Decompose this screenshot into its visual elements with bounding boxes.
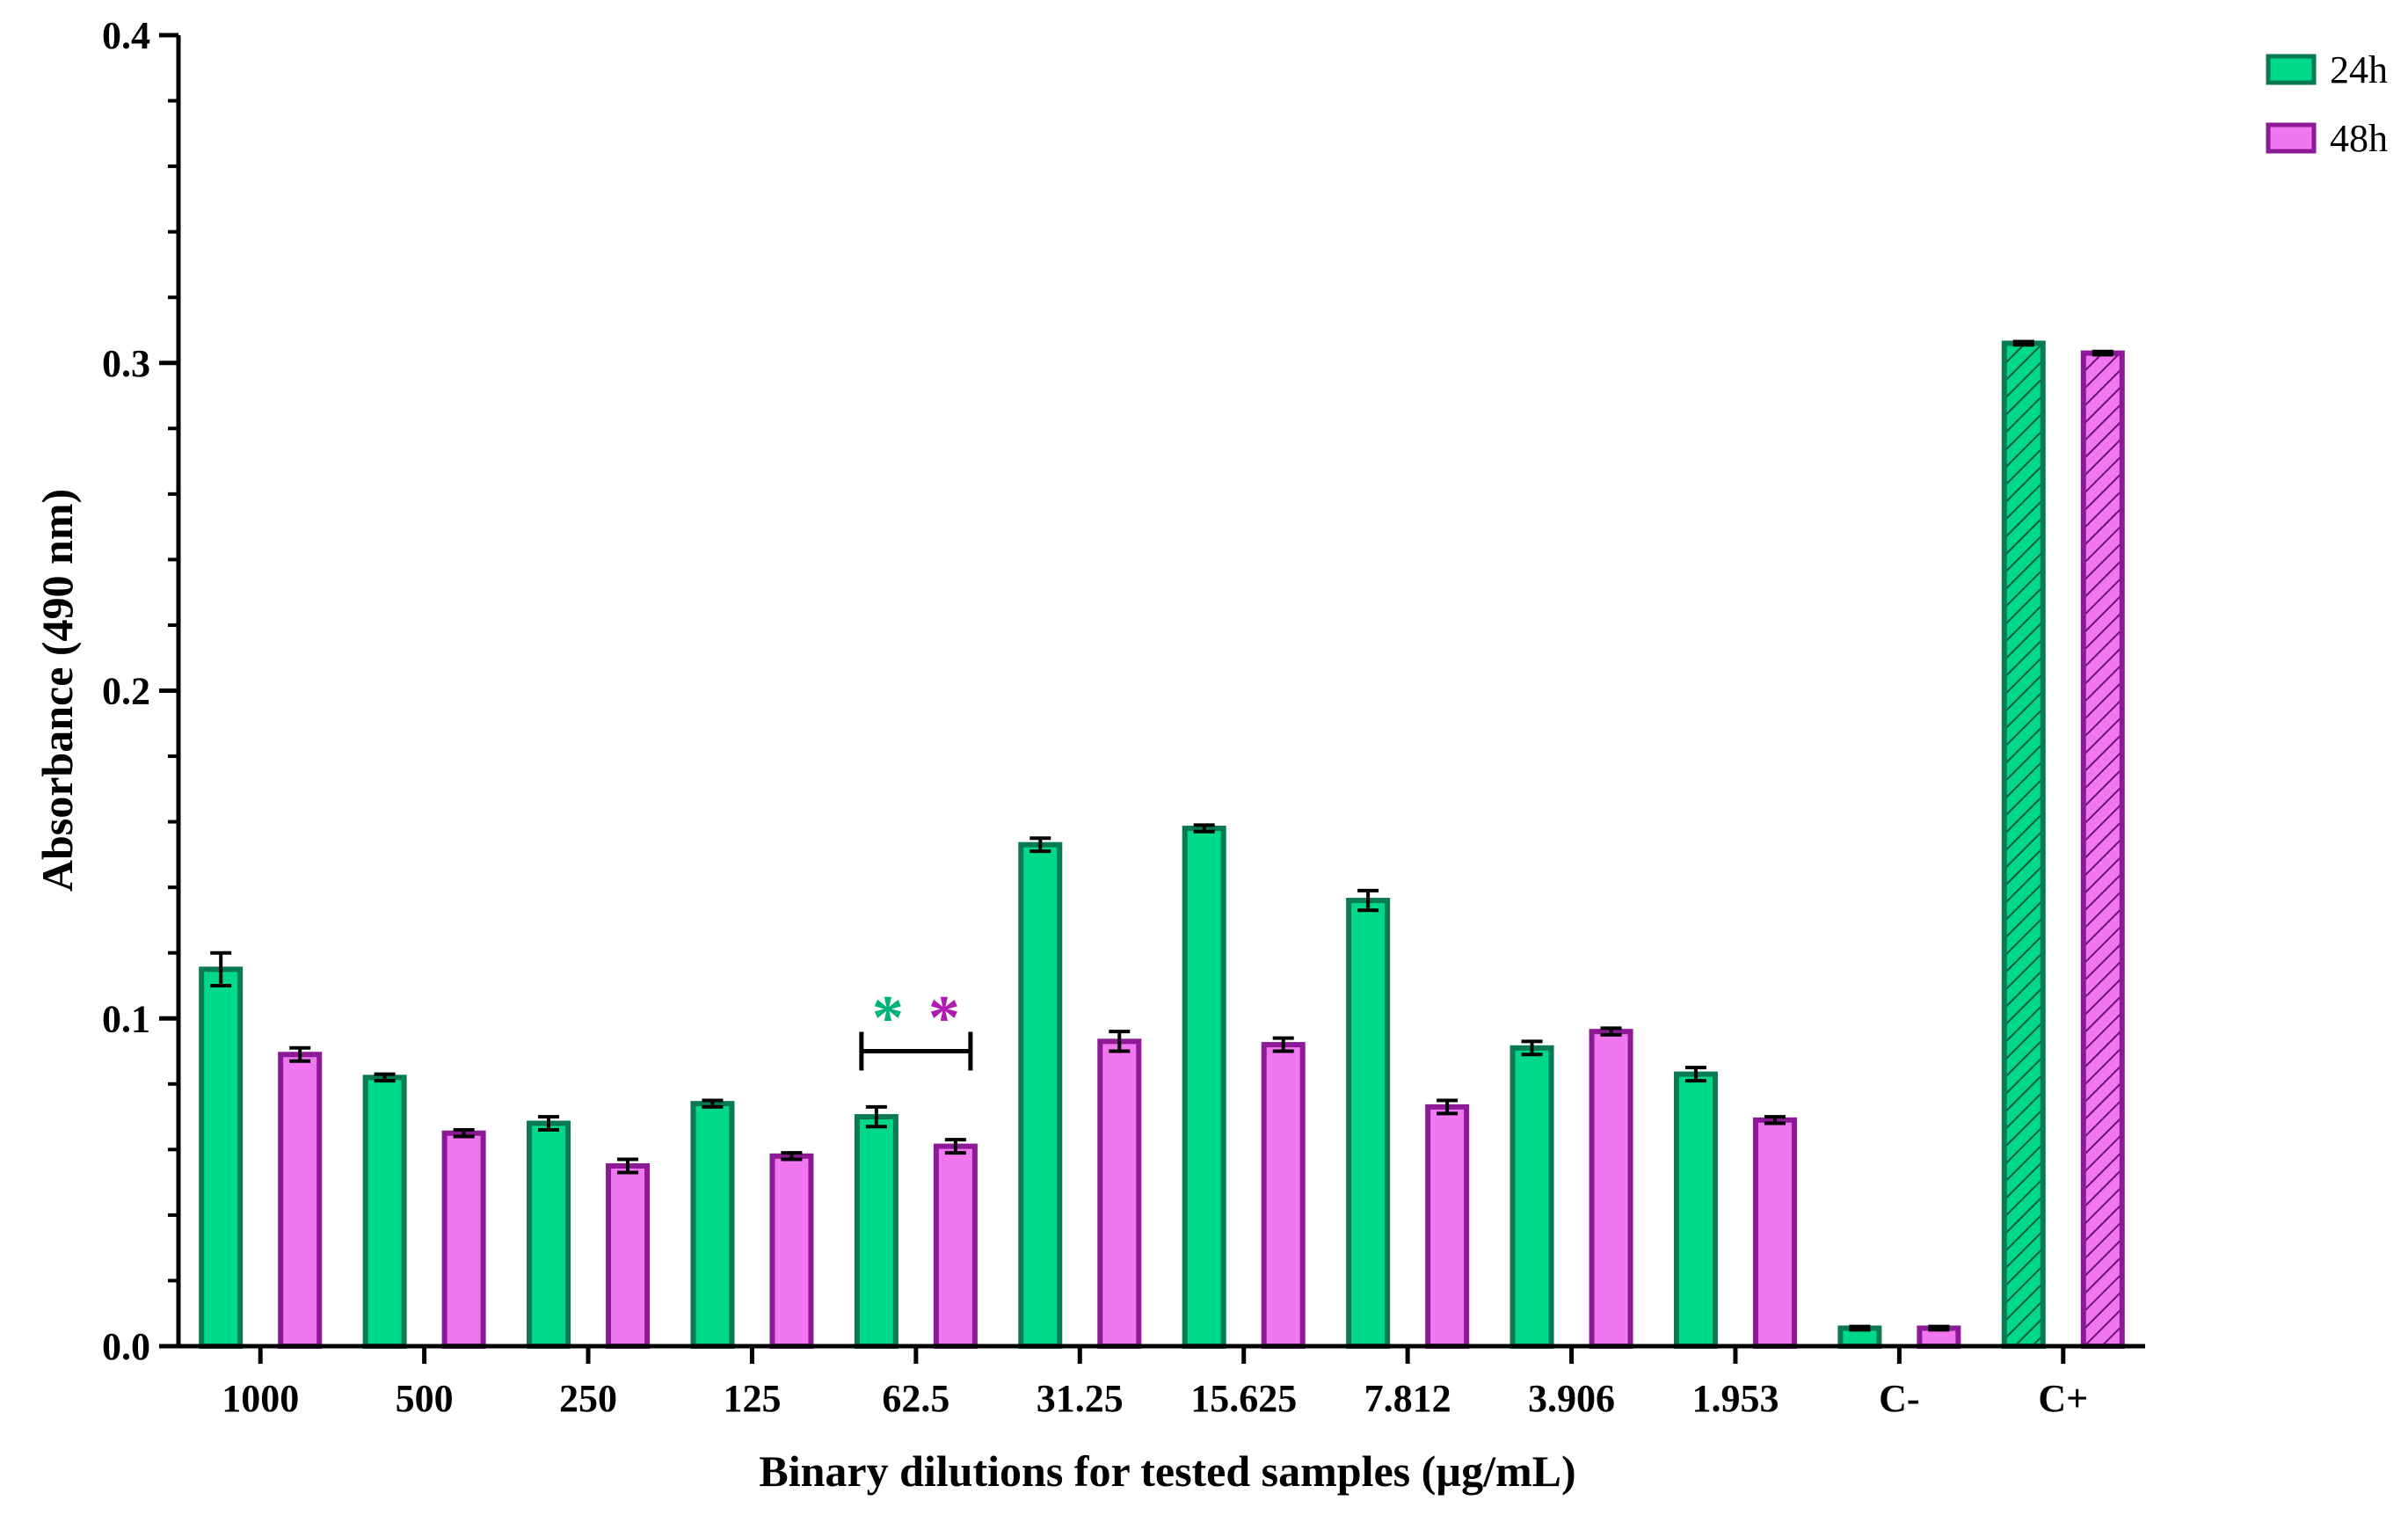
x-tick-label: 1000 — [222, 1377, 299, 1420]
y-tick-label: 0.3 — [102, 342, 150, 385]
x-tick-label: C+ — [2038, 1377, 2088, 1420]
bar-48h-1000 — [278, 1052, 323, 1349]
x-tick-label: 31.25 — [1037, 1377, 1124, 1420]
bar-24h-250 — [527, 1120, 571, 1350]
x-tick-label: 15.625 — [1190, 1377, 1297, 1420]
bar-24h-15.625 — [1182, 826, 1226, 1349]
significance-star: * — [872, 983, 904, 1053]
x-tick-label: 500 — [396, 1377, 454, 1420]
bar-24h-7.812 — [1346, 898, 1391, 1350]
x-tick-label: 125 — [723, 1377, 781, 1420]
bar-48h-31.25 — [1097, 1038, 1142, 1350]
x-ticks-group: 1000 500 250 125 62.5 31.25 15.625 7.812 3.906 1.… — [222, 1346, 2088, 1420]
x-tick-label: 7.812 — [1364, 1377, 1451, 1420]
bar-48h-250 — [606, 1162, 651, 1350]
x-tick-label: C- — [1879, 1377, 1919, 1420]
y-tick-label: 0.1 — [102, 997, 150, 1040]
x-axis-title: Binary dilutions for tested samples (µg/… — [759, 1446, 1575, 1496]
bar-48h-1.953 — [1752, 1117, 1797, 1349]
bar-48h-C+ — [2080, 350, 2125, 1349]
y-axis-title: Absorbance (490 nm) — [33, 489, 82, 892]
bars-group — [199, 340, 2125, 1350]
bar-48h-7.812 — [1425, 1103, 1470, 1349]
legend-swatch-48h — [2266, 122, 2317, 154]
y-tick-label: 0.2 — [102, 670, 150, 713]
bar-48h-3.906 — [1589, 1029, 1633, 1350]
x-tick-label: 1.953 — [1691, 1377, 1779, 1420]
legend-label: 48h — [2330, 117, 2388, 160]
bar-48h-125 — [769, 1153, 814, 1350]
bar-24h-1000 — [199, 966, 244, 1350]
x-tick-label: 3.906 — [1528, 1377, 1615, 1420]
annotations-group: * * — [859, 983, 973, 1071]
bar-48h-62.5 — [933, 1143, 978, 1350]
y-ticks-group: 0.0 0.1 0.2 0.3 0.4 — [102, 14, 178, 1368]
bar-48h-500 — [441, 1130, 486, 1350]
error-bars-group — [210, 339, 2113, 1332]
bar-24h-31.25 — [1018, 841, 1063, 1349]
bar-24h-C+ — [2001, 340, 2046, 1349]
bar-24h-62.5 — [854, 1114, 898, 1349]
legend: 24h 48h — [2266, 48, 2388, 160]
legend-swatch-24h — [2266, 54, 2317, 85]
bar-48h-15.625 — [1261, 1042, 1306, 1349]
significance-star: * — [928, 983, 960, 1053]
bar-24h-3.906 — [1510, 1045, 1554, 1349]
x-tick-label: 62.5 — [882, 1377, 949, 1420]
bar-24h-1.953 — [1673, 1071, 1718, 1350]
bar-24h-125 — [690, 1101, 735, 1350]
y-tick-label: 0.4 — [102, 14, 150, 57]
bar-24h-500 — [362, 1074, 407, 1349]
legend-label: 24h — [2330, 48, 2388, 91]
y-tick-label: 0.0 — [102, 1325, 150, 1368]
x-tick-label: 250 — [559, 1377, 617, 1420]
